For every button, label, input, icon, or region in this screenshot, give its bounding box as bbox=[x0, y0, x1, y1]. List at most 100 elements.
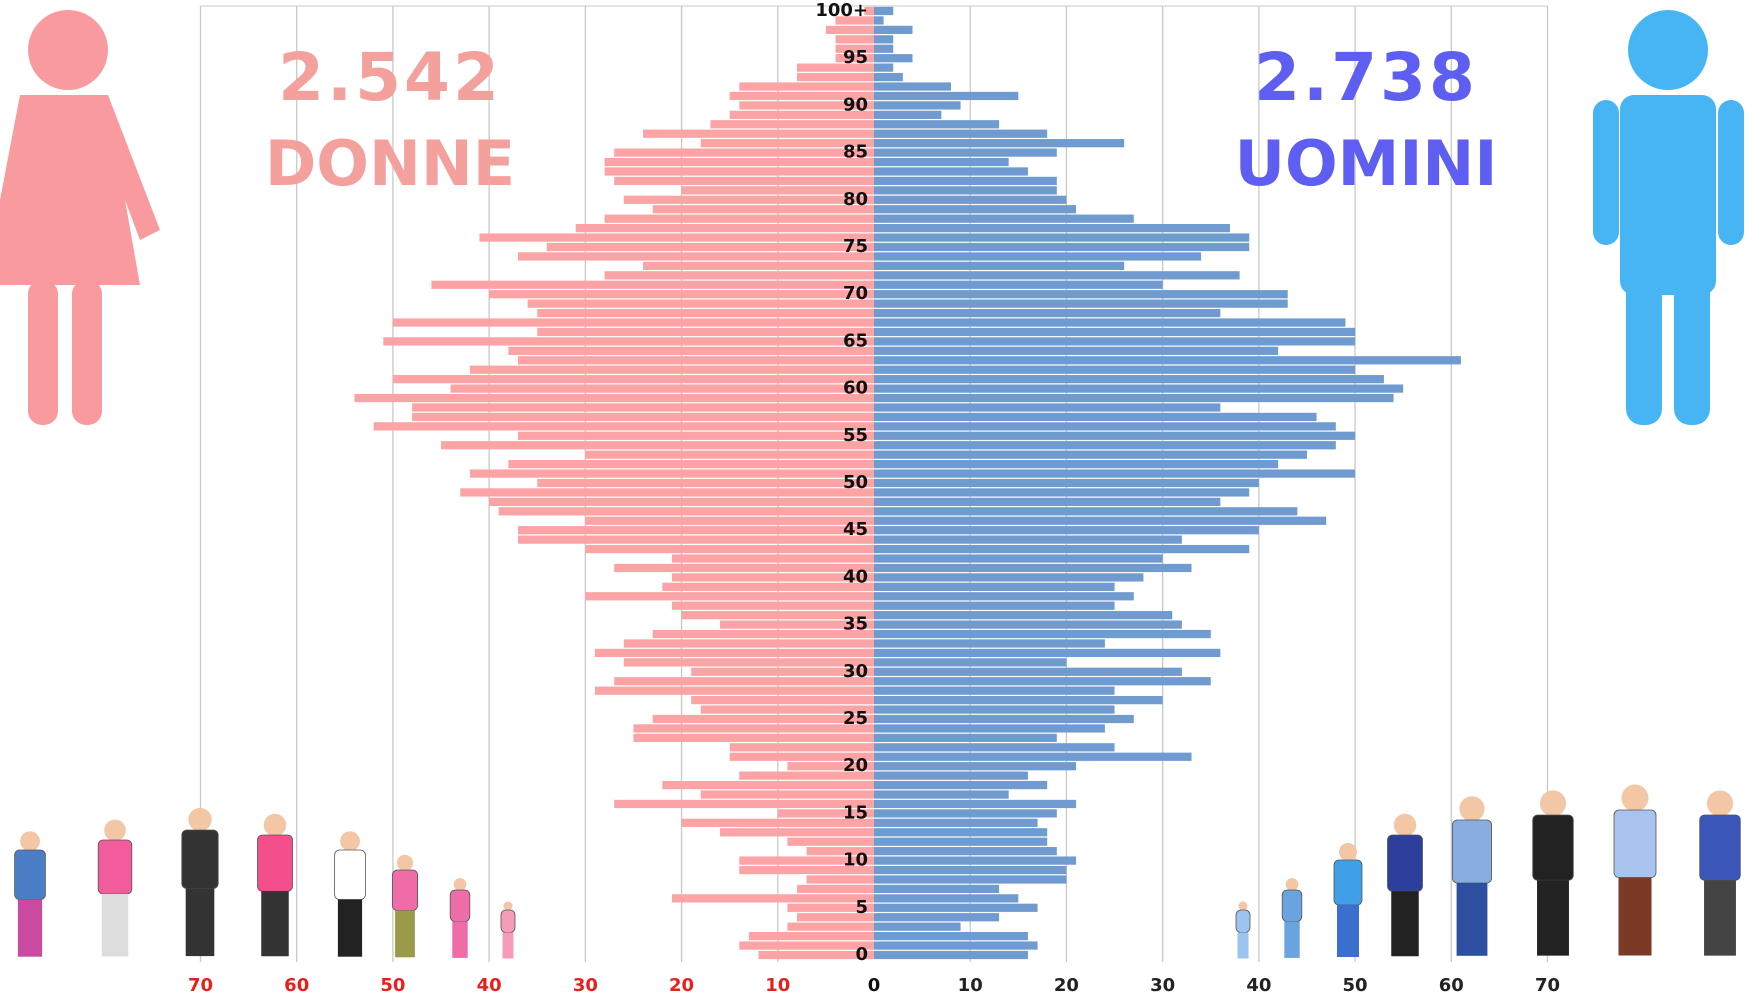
bar bbox=[787, 837, 874, 846]
bar bbox=[874, 460, 1279, 469]
y-tick-label: 25 bbox=[843, 708, 868, 729]
bar bbox=[441, 441, 874, 450]
bar bbox=[874, 856, 1077, 865]
x-tick-label: 30 bbox=[1150, 975, 1175, 996]
person-legs bbox=[1337, 905, 1359, 957]
bar bbox=[546, 242, 874, 252]
person-body bbox=[1235, 909, 1251, 933]
x-tick-label: 60 bbox=[284, 975, 309, 996]
person-body bbox=[449, 889, 471, 922]
bar bbox=[537, 478, 874, 488]
bar bbox=[874, 950, 1028, 960]
bar bbox=[874, 847, 1057, 856]
person-legs bbox=[261, 891, 289, 957]
bar bbox=[874, 101, 961, 110]
total-label: 2.738 bbox=[1254, 39, 1478, 116]
bar bbox=[874, 592, 1134, 601]
bar bbox=[489, 290, 874, 299]
x-tick-label: 30 bbox=[573, 975, 598, 996]
x-tick-label: 10 bbox=[765, 975, 790, 996]
person-figure bbox=[449, 878, 471, 958]
person-figure bbox=[1532, 790, 1574, 956]
bar bbox=[874, 337, 1356, 346]
bar bbox=[739, 82, 874, 91]
bar bbox=[354, 393, 874, 403]
bar bbox=[527, 299, 874, 308]
bar bbox=[518, 252, 874, 261]
series-label: DONNE bbox=[265, 127, 515, 200]
bar bbox=[874, 110, 942, 119]
bar bbox=[585, 450, 874, 459]
bar bbox=[874, 375, 1384, 384]
bar bbox=[710, 120, 874, 129]
bar bbox=[594, 686, 874, 695]
person-body bbox=[257, 834, 293, 892]
bar bbox=[874, 696, 1163, 705]
bar bbox=[604, 157, 874, 167]
bar bbox=[787, 922, 874, 931]
bar bbox=[652, 629, 874, 639]
person-body bbox=[1387, 834, 1423, 892]
bar bbox=[874, 469, 1356, 478]
y-tick-label: 10 bbox=[843, 850, 868, 871]
bar bbox=[874, 667, 1182, 676]
y-tick-label: 35 bbox=[843, 614, 868, 635]
bar bbox=[874, 214, 1134, 223]
bar bbox=[874, 54, 913, 63]
bar bbox=[729, 91, 874, 101]
bar bbox=[729, 743, 874, 752]
person-figure bbox=[97, 819, 133, 957]
bar bbox=[874, 167, 1028, 176]
person-head bbox=[1621, 784, 1649, 812]
x-tick-label: 40 bbox=[1246, 975, 1271, 996]
bar bbox=[623, 195, 874, 204]
y-tick-label: 55 bbox=[843, 425, 868, 446]
person-legs bbox=[395, 910, 415, 958]
bar bbox=[518, 431, 874, 440]
bar bbox=[585, 516, 874, 525]
bar bbox=[777, 809, 874, 818]
bar bbox=[643, 129, 874, 138]
bar bbox=[614, 677, 874, 686]
bar bbox=[633, 724, 874, 733]
bar bbox=[874, 705, 1115, 714]
bar bbox=[874, 450, 1307, 459]
bar bbox=[508, 346, 874, 355]
bar bbox=[874, 139, 1125, 148]
bar bbox=[739, 771, 874, 780]
bar bbox=[874, 186, 1057, 195]
bar bbox=[469, 469, 874, 478]
man-icon bbox=[1593, 10, 1744, 425]
bar bbox=[652, 205, 874, 214]
bar bbox=[720, 620, 874, 629]
x-tick-label: 70 bbox=[1535, 975, 1560, 996]
bar bbox=[874, 941, 1038, 950]
bar bbox=[874, 299, 1288, 308]
bar bbox=[874, 195, 1067, 204]
bar bbox=[729, 752, 874, 761]
bar bbox=[874, 677, 1211, 686]
bar bbox=[874, 658, 1067, 667]
bar bbox=[874, 611, 1173, 620]
bar bbox=[489, 497, 874, 506]
x-tick-label: 0 bbox=[868, 975, 881, 996]
y-tick-label: 85 bbox=[843, 142, 868, 163]
bar bbox=[874, 780, 1048, 790]
total-label: 2.542 bbox=[278, 39, 502, 116]
y-tick-label: 5 bbox=[855, 897, 868, 918]
bar bbox=[739, 941, 874, 950]
bar bbox=[874, 91, 1019, 101]
bar bbox=[383, 337, 874, 346]
person-head bbox=[1339, 843, 1357, 861]
bar bbox=[874, 563, 1192, 573]
bar bbox=[700, 790, 874, 799]
bar bbox=[835, 16, 874, 25]
y-tick-label: 0 bbox=[855, 944, 868, 965]
bar bbox=[874, 129, 1048, 138]
bar bbox=[460, 488, 874, 497]
person-head bbox=[453, 878, 467, 891]
bar bbox=[874, 884, 1000, 894]
bar bbox=[797, 72, 874, 82]
bar bbox=[874, 441, 1336, 450]
person-figure bbox=[181, 807, 219, 957]
